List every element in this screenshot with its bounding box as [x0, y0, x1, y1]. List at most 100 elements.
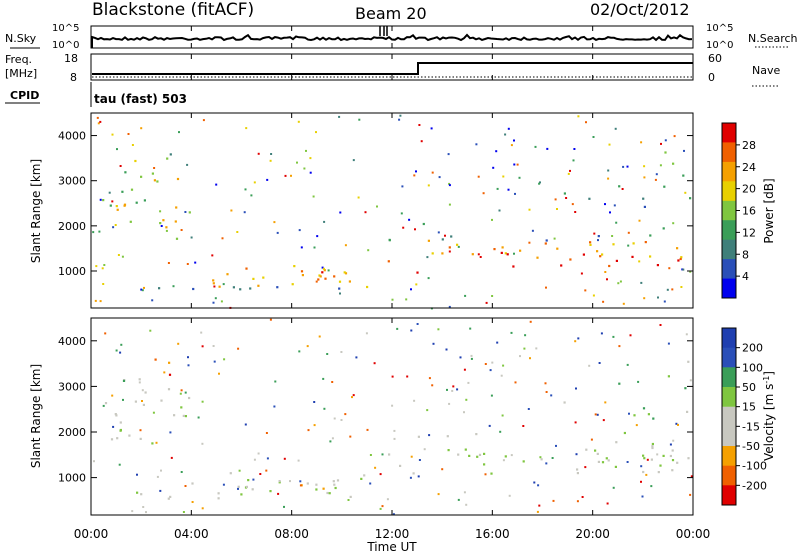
data-cell [574, 211, 577, 213]
data-cell [448, 250, 451, 253]
colorbar-segment [722, 200, 736, 221]
data-cell [118, 463, 121, 466]
data-cell [278, 480, 281, 483]
data-cell [642, 470, 645, 474]
data-cell [491, 295, 494, 297]
data-cell [236, 231, 239, 233]
data-cell [502, 175, 505, 178]
colorbar-segment [722, 347, 736, 368]
data-cell [319, 275, 322, 278]
data-cell [99, 198, 102, 201]
data-cell [214, 297, 217, 300]
data-cell [602, 419, 605, 422]
data-cell [533, 481, 536, 484]
data-cell [594, 449, 597, 452]
data-cell [513, 163, 516, 166]
data-cell [167, 388, 171, 391]
data-cell [441, 238, 444, 241]
velocity-y-ticks: 4000 3000 2000 1000 [58, 335, 693, 485]
data-cell [138, 381, 141, 384]
data-cell [156, 180, 159, 183]
data-cell [410, 329, 413, 332]
data-cell [349, 435, 352, 438]
data-cell [589, 243, 592, 246]
data-cell [317, 278, 320, 281]
data-cell [322, 487, 325, 490]
data-cell [223, 358, 226, 361]
data-cell [580, 272, 583, 275]
data-cell [499, 430, 502, 433]
data-cell [296, 161, 298, 164]
data-cell [358, 118, 361, 121]
data-cell [659, 464, 662, 467]
data-cell [300, 246, 303, 249]
data-cell [504, 133, 507, 136]
data-cell [463, 491, 466, 494]
data-cell [332, 480, 335, 483]
data-cell [252, 478, 255, 481]
data-cell [221, 237, 224, 240]
data-cell [498, 209, 501, 212]
data-cell [110, 438, 114, 441]
data-cell [289, 480, 291, 483]
data-cell [689, 493, 692, 496]
data-cell [159, 489, 162, 492]
data-cell [444, 234, 446, 237]
data-cell [269, 159, 272, 162]
data-cell [177, 342, 180, 345]
data-cell [388, 453, 391, 456]
data-cell [238, 469, 241, 472]
data-cell [333, 483, 336, 486]
data-cell [144, 391, 147, 394]
data-cell [437, 231, 440, 234]
data-cell [588, 364, 591, 367]
data-cell [418, 459, 421, 461]
data-cell [501, 246, 504, 249]
data-cell [535, 347, 538, 350]
data-cell [245, 485, 248, 488]
data-cell [104, 402, 108, 405]
data-cell [156, 475, 159, 478]
data-cell [510, 144, 513, 147]
data-cell [369, 482, 372, 485]
sky-tick-bottom-left: 10^0 [52, 40, 79, 51]
nsky-line [91, 33, 693, 48]
power-colorbar: 28 24 20 16 12 8 4 [721, 122, 756, 299]
data-cell [420, 140, 423, 143]
data-cell [393, 429, 396, 432]
data-cell [300, 270, 304, 273]
data-cell [111, 394, 114, 397]
data-cell [596, 413, 599, 416]
data-cell [529, 357, 531, 360]
data-cell [611, 235, 614, 237]
data-cell [131, 144, 134, 146]
data-cell [355, 356, 358, 359]
data-cell [531, 229, 534, 232]
data-cell [606, 502, 609, 505]
data-cell [328, 492, 331, 495]
data-cell [191, 482, 194, 485]
data-cell [607, 177, 610, 180]
data-cell [250, 194, 253, 197]
data-cell [513, 252, 515, 255]
data-cell [111, 133, 114, 136]
data-cell [507, 188, 510, 191]
data-cell [622, 165, 625, 168]
data-cell [488, 424, 491, 427]
data-cell [483, 452, 486, 455]
data-cell [313, 246, 316, 249]
data-cell [470, 357, 473, 360]
data-cell [502, 364, 505, 367]
data-cell [326, 353, 329, 355]
data-cell [284, 174, 287, 177]
data-cell [244, 188, 247, 191]
data-cell [680, 256, 683, 259]
data-cell [596, 250, 599, 253]
data-cell [676, 247, 679, 250]
data-cell [627, 231, 630, 234]
data-cell [293, 265, 296, 268]
data-cell [478, 453, 482, 456]
data-cell [507, 127, 510, 130]
data-cell [257, 152, 260, 155]
data-cell [619, 280, 622, 283]
